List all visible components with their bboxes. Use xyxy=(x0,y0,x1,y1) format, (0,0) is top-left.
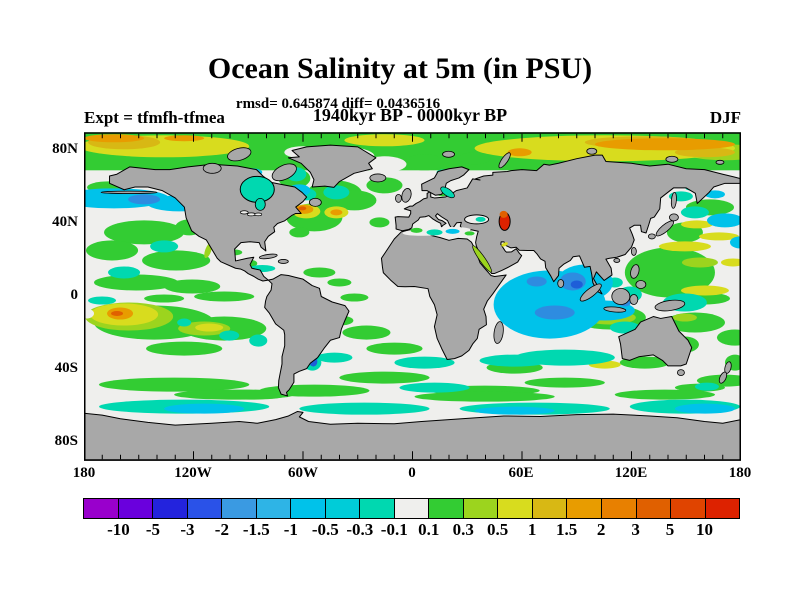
y-axis-label-80n: 80N xyxy=(52,141,78,157)
black-sea-teal-patch xyxy=(475,216,486,222)
great-lakes xyxy=(254,212,263,217)
colorbar-segment xyxy=(394,499,430,518)
x-axis-label-60e: 60E xyxy=(508,465,534,481)
y-axis-label-40n: 40N xyxy=(52,214,78,230)
hudson-bay xyxy=(239,175,275,203)
colorbar-segment xyxy=(118,499,154,518)
map-plot-area xyxy=(84,132,741,461)
islands xyxy=(100,147,732,384)
colorbar-tick-label: 10 xyxy=(696,520,714,539)
colorbar-tick-label: -0.5 xyxy=(311,520,339,539)
stats-line: rmsd= 0.645874 diff= 0.0436516 xyxy=(235,96,441,112)
australia xyxy=(618,316,693,367)
colorbar-segment xyxy=(601,499,637,518)
colorbar-segment xyxy=(567,499,602,518)
colorbar-segment xyxy=(671,499,706,518)
x-axis-label-60w: 60W xyxy=(288,465,318,481)
colorbar-tick-label: -0.3 xyxy=(346,520,374,539)
inland-waters xyxy=(239,175,511,273)
colorbar-tick-label: -2 xyxy=(214,520,229,539)
colorbar-segment xyxy=(84,499,119,518)
colorbar-segment xyxy=(705,499,740,518)
world-map-plot xyxy=(84,132,741,461)
colorbar-tick-label: 0.3 xyxy=(452,520,474,539)
x-axis-label-180w: 180 xyxy=(72,465,96,481)
red-sea xyxy=(472,245,492,273)
x-axis-label-120e: 120E xyxy=(614,465,648,481)
season-label: DJF xyxy=(709,108,741,127)
colorbar-segment xyxy=(532,499,568,518)
colorbar-tick-label: 0.5 xyxy=(487,520,509,539)
baltic-sea xyxy=(440,186,455,199)
colorbar-tick-label: -1 xyxy=(283,520,298,539)
colorbar-segment xyxy=(636,499,672,518)
colorbar-segment xyxy=(153,499,188,518)
experiment-label: Expt = tfmfh-tfmea xyxy=(84,108,225,127)
colorbar-segment xyxy=(429,499,464,518)
mediterranean-teal-patch xyxy=(426,229,443,236)
chart-title: Ocean Salinity at 5m (in PSU) xyxy=(207,52,593,85)
colorbar-segment xyxy=(256,499,292,518)
plot-frame xyxy=(84,132,741,461)
colorbar-tick-label: 2 xyxy=(596,520,606,539)
great-lakes xyxy=(239,210,249,215)
y-axis-label-80s: 80S xyxy=(54,433,78,449)
colorbar-segment xyxy=(222,499,257,518)
colorbar-tick-label: 3 xyxy=(631,520,640,539)
antarctica xyxy=(84,410,741,461)
anomaly-yellow-patches xyxy=(84,134,741,369)
james-bay xyxy=(254,197,266,211)
y-axis-label-0: 0 xyxy=(70,287,79,303)
colorbar-tick-label: 5 xyxy=(665,520,675,539)
anomaly-deep-orange-cores xyxy=(111,206,307,317)
y-axis-label-40s: 40S xyxy=(54,360,78,376)
greenland xyxy=(287,144,377,188)
x-axis-label-180e: 180 xyxy=(728,465,752,481)
colorbar-tick-label: -10 xyxy=(107,520,130,539)
colorbar-tick-label: 1 xyxy=(527,520,537,539)
colorbar-segment xyxy=(498,499,533,518)
africa xyxy=(380,228,507,360)
mediterranean-green-patch xyxy=(410,227,423,233)
persian-gulf-patch xyxy=(501,242,508,247)
colorbar xyxy=(83,498,740,519)
colorbar-segment xyxy=(187,499,223,518)
colorbar-segment xyxy=(325,499,361,518)
period-line: 1940kyr BP - 0000kyr BP xyxy=(312,105,508,125)
caspian-sea-north xyxy=(499,210,508,218)
great-lakes xyxy=(246,212,256,217)
x-axis-label-0: 0 xyxy=(408,465,416,481)
axis-ticks xyxy=(101,133,724,460)
colorbar-tick-label: -0.1 xyxy=(380,520,408,539)
colorbar-tick-label: 1.5 xyxy=(556,520,578,539)
colorbar-segment xyxy=(463,499,499,518)
colorbar-tick-label: -3 xyxy=(180,520,195,539)
scandinavia xyxy=(421,166,470,196)
colorbar-tick-label: -1.5 xyxy=(242,520,270,539)
mediterranean-cyan-patch xyxy=(445,228,460,234)
colorbar-segment xyxy=(291,499,326,518)
colorbar-tick-label: 0.1 xyxy=(418,520,440,539)
colorbar-segment xyxy=(360,499,395,518)
mediterranean-green-patch xyxy=(464,231,475,236)
colorbar-tick-label: -5 xyxy=(145,520,161,539)
south-america xyxy=(264,274,350,397)
colorbar-labels: -10 -5 -3 -2 -1.5 -1 -0.5 -0.3 -0.1 0.1 0.3 0.5 1 1.5… xyxy=(83,520,740,542)
x-axis-label-120w: 120W xyxy=(174,465,212,481)
